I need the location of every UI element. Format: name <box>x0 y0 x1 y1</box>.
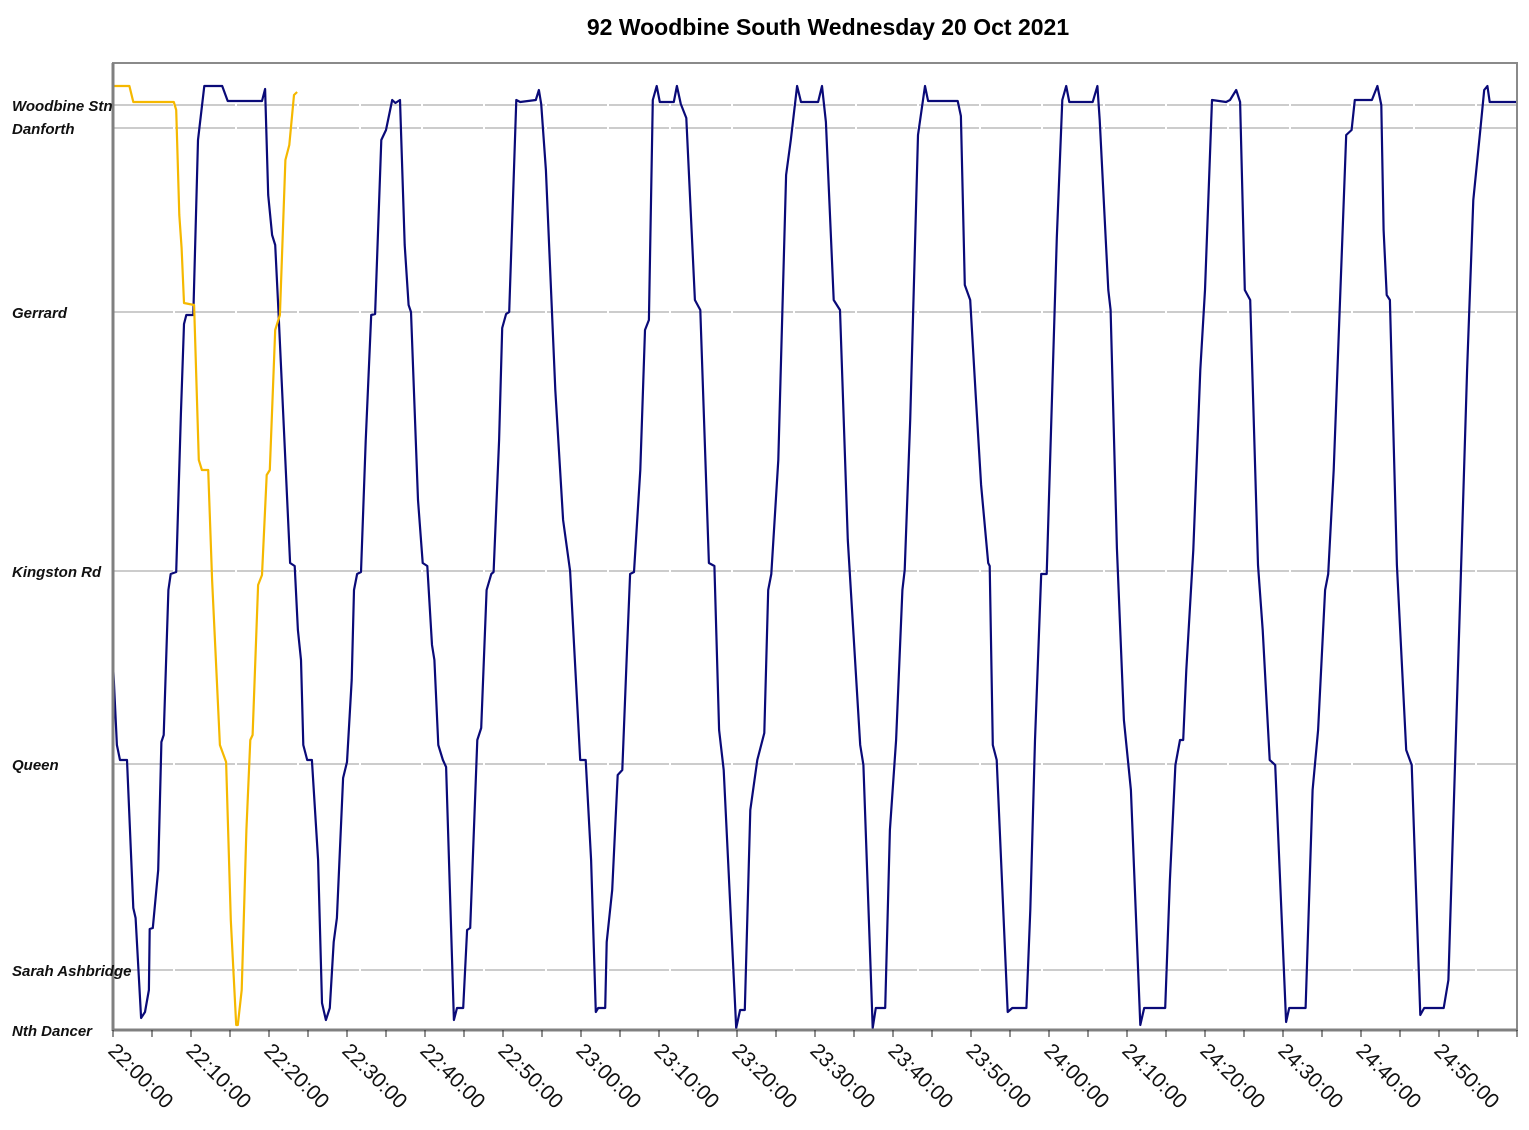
x-tick-label: 22:50:00 <box>493 1039 567 1113</box>
plot-border <box>112 62 1518 1031</box>
chart-title: 92 Woodbine South Wednesday 20 Oct 2021 <box>586 14 1070 40</box>
x-tick-label: 23:00:00 <box>571 1039 645 1113</box>
x-tick-label: 24:50:00 <box>1429 1039 1503 1113</box>
x-tick-label: 23:10:00 <box>649 1039 723 1113</box>
x-tick-label: 24:30:00 <box>1273 1039 1347 1113</box>
plot-frame <box>111 62 1518 1032</box>
series-lines <box>111 84 1517 1030</box>
x-tick-label: 24:00:00 <box>1039 1039 1113 1113</box>
x-tick-label: 24:10:00 <box>1117 1039 1191 1113</box>
x-tick-label: 23:40:00 <box>883 1039 957 1113</box>
x-tick-label: 24:20:00 <box>1195 1039 1269 1113</box>
stop-label: Queen <box>12 757 59 774</box>
x-tick-label: 22:00:00 <box>103 1039 177 1113</box>
stop-label: Kingston Rd <box>12 564 102 581</box>
y-axis-labels: Woodbine Stn Danforth Gerrard Kingston Rd Qu… <box>12 98 131 1040</box>
series-line-vehicle-2 <box>113 84 298 1027</box>
x-tick-label: 24:40:00 <box>1351 1039 1425 1113</box>
x-tick-label: 23:30:00 <box>805 1039 879 1113</box>
stop-label: Woodbine Stn <box>12 98 113 115</box>
stop-label: Danforth <box>12 121 75 138</box>
x-tick-label: 22:10:00 <box>181 1039 255 1113</box>
gridlines <box>113 104 1517 971</box>
x-tick-label: 23:50:00 <box>961 1039 1035 1113</box>
series-line-vehicle-1 <box>111 84 1517 1030</box>
x-tick-label: 22:30:00 <box>337 1039 411 1113</box>
x-tick-label: 23:20:00 <box>727 1039 801 1113</box>
x-tick-label: 22:40:00 <box>415 1039 489 1113</box>
stop-label: Nth Dancer <box>12 1023 93 1040</box>
stop-label: Gerrard <box>12 305 68 322</box>
stop-label: Sarah Ashbridge <box>12 963 131 980</box>
x-tick-label: 22:20:00 <box>259 1039 333 1113</box>
x-axis: 22:00:00 22:10:00 22:20:00 22:30:00 22:40:00… <box>103 1030 1518 1113</box>
